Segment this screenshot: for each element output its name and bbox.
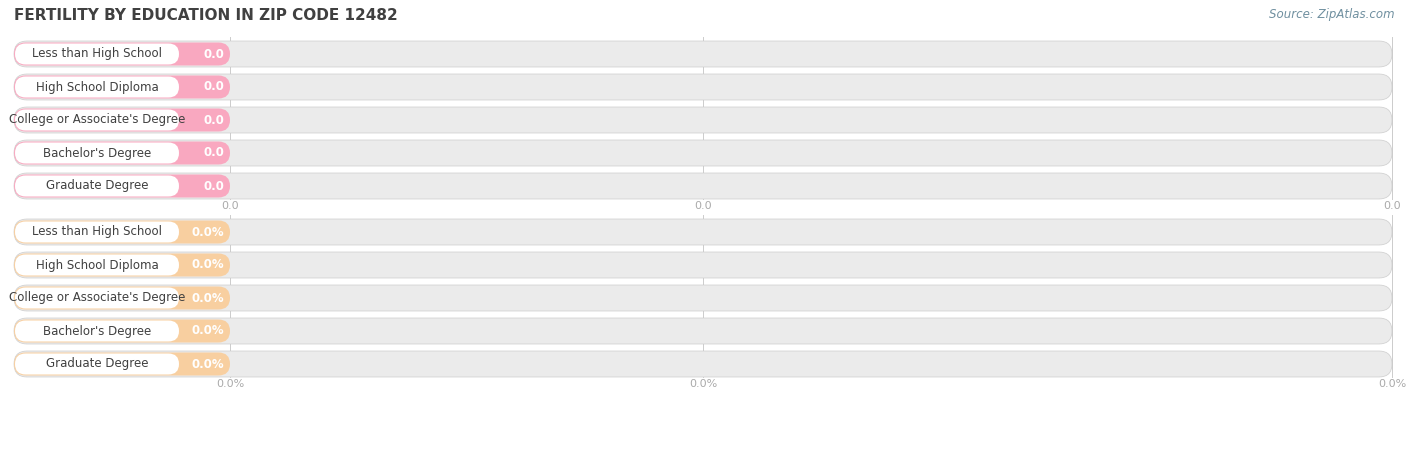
FancyBboxPatch shape [14,219,1392,245]
Text: Source: ZipAtlas.com: Source: ZipAtlas.com [1270,8,1395,21]
FancyBboxPatch shape [15,142,179,163]
FancyBboxPatch shape [14,107,1392,133]
FancyBboxPatch shape [15,77,179,98]
FancyBboxPatch shape [14,74,1392,100]
FancyBboxPatch shape [14,319,231,343]
Text: 0.0: 0.0 [202,147,224,159]
FancyBboxPatch shape [15,255,179,276]
Text: Less than High School: Less than High School [32,226,162,238]
FancyBboxPatch shape [14,76,231,99]
Text: 0.0%: 0.0% [689,379,717,389]
FancyBboxPatch shape [14,140,1392,166]
Text: FERTILITY BY EDUCATION IN ZIP CODE 12482: FERTILITY BY EDUCATION IN ZIP CODE 12482 [14,8,398,23]
Text: 0.0%: 0.0% [191,325,224,337]
Text: 0.0: 0.0 [202,48,224,60]
FancyBboxPatch shape [14,175,231,198]
Text: High School Diploma: High School Diploma [35,258,159,271]
Text: College or Associate's Degree: College or Associate's Degree [8,291,186,305]
FancyBboxPatch shape [14,287,231,309]
FancyBboxPatch shape [15,43,179,65]
FancyBboxPatch shape [14,285,1392,311]
Text: Bachelor's Degree: Bachelor's Degree [42,147,150,159]
FancyBboxPatch shape [14,351,1392,377]
FancyBboxPatch shape [15,288,179,308]
FancyBboxPatch shape [15,354,179,375]
FancyBboxPatch shape [14,173,1392,199]
Text: 0.0: 0.0 [202,113,224,127]
Text: 0.0%: 0.0% [217,379,245,389]
FancyBboxPatch shape [15,109,179,130]
Text: 0.0%: 0.0% [191,291,224,305]
Text: 0.0: 0.0 [202,179,224,192]
Text: Graduate Degree: Graduate Degree [46,357,148,370]
Text: 0.0: 0.0 [695,201,711,211]
Text: College or Associate's Degree: College or Associate's Degree [8,113,186,127]
Text: 0.0: 0.0 [202,80,224,93]
FancyBboxPatch shape [15,320,179,341]
FancyBboxPatch shape [14,254,231,277]
Text: Graduate Degree: Graduate Degree [46,179,148,192]
FancyBboxPatch shape [14,42,231,66]
FancyBboxPatch shape [14,109,231,131]
FancyBboxPatch shape [14,353,231,376]
Text: Bachelor's Degree: Bachelor's Degree [42,325,150,337]
FancyBboxPatch shape [14,220,231,244]
FancyBboxPatch shape [14,141,231,165]
FancyBboxPatch shape [14,41,1392,67]
Text: High School Diploma: High School Diploma [35,80,159,93]
Text: Less than High School: Less than High School [32,48,162,60]
FancyBboxPatch shape [15,221,179,242]
Text: 0.0%: 0.0% [191,258,224,271]
Text: 0.0%: 0.0% [191,357,224,370]
Text: 0.0: 0.0 [1384,201,1400,211]
FancyBboxPatch shape [15,176,179,197]
Text: 0.0%: 0.0% [1378,379,1406,389]
Text: 0.0: 0.0 [221,201,239,211]
FancyBboxPatch shape [14,252,1392,278]
FancyBboxPatch shape [14,318,1392,344]
Text: 0.0%: 0.0% [191,226,224,238]
